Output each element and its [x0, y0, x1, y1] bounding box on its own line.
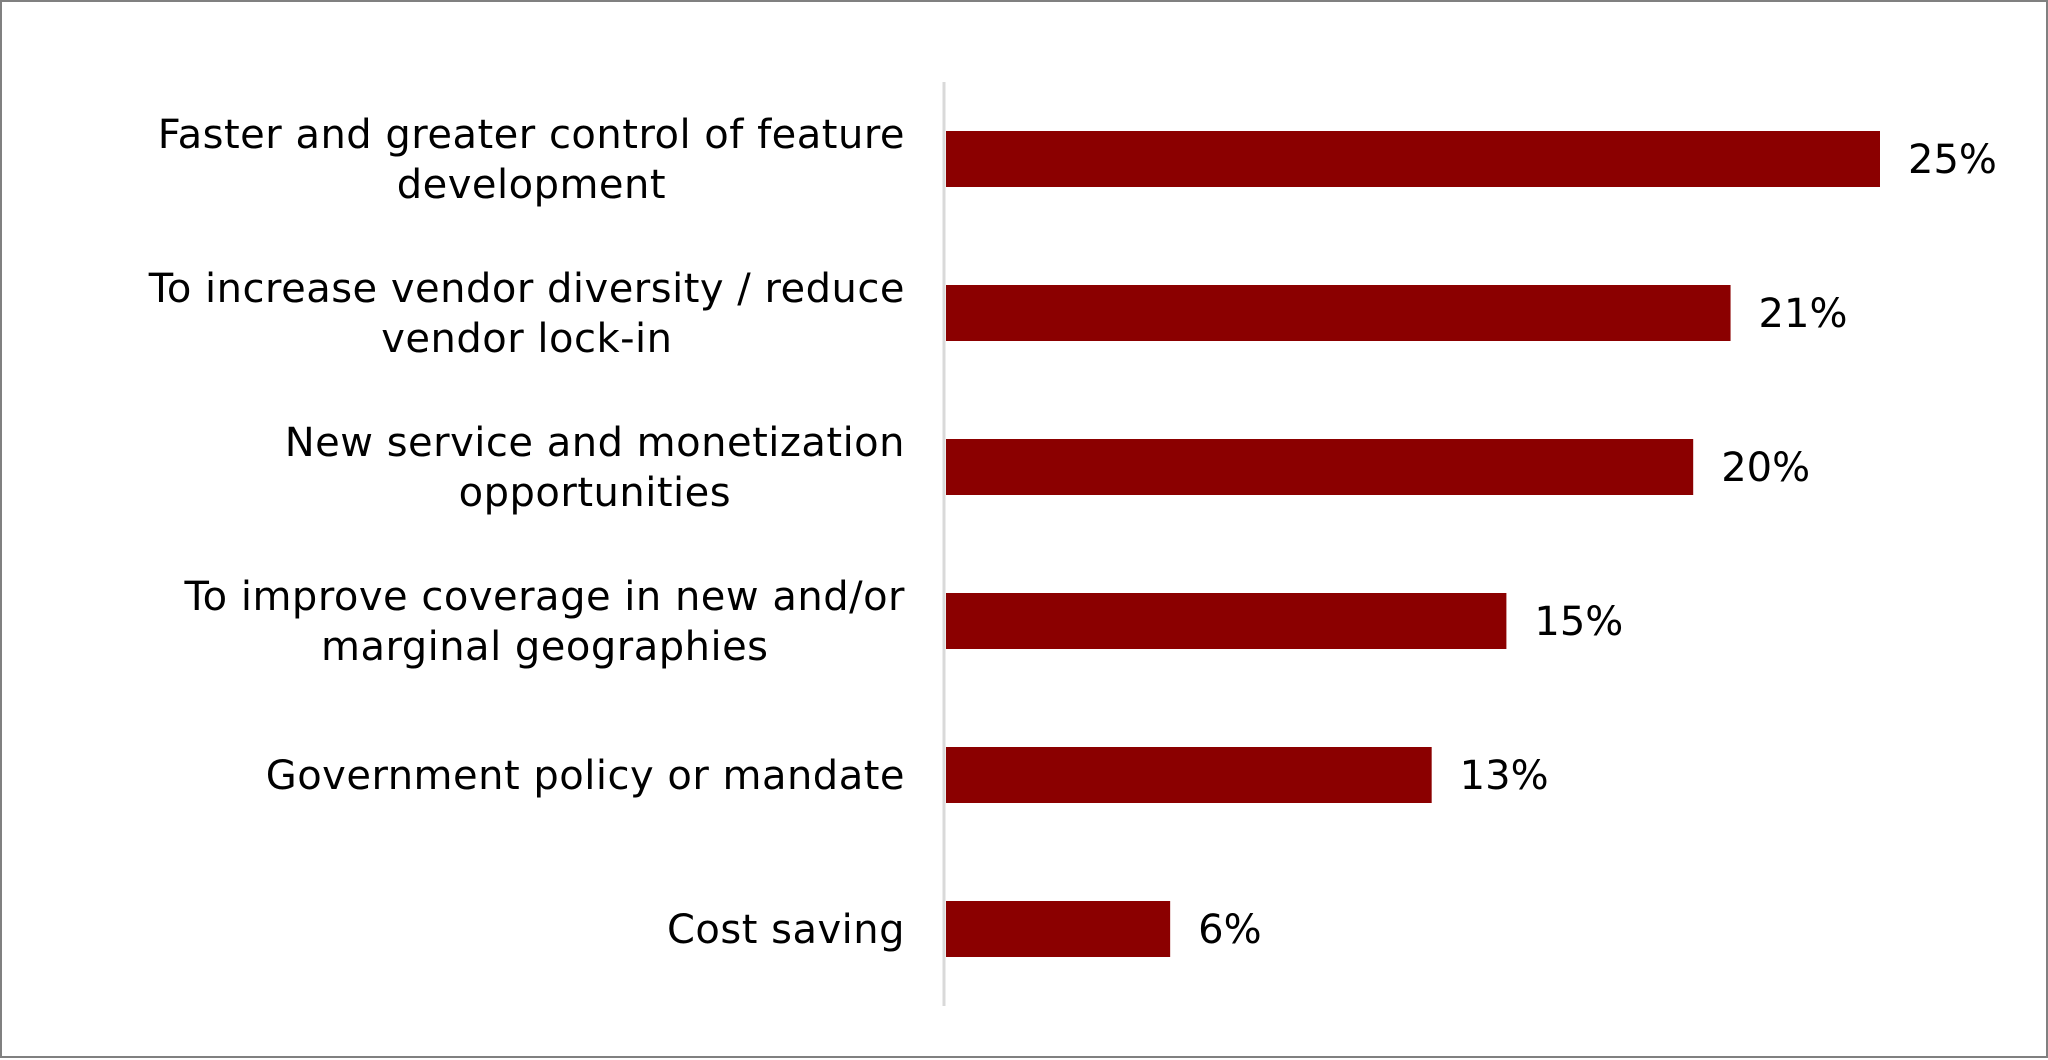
- value-label-0: 25%: [1908, 137, 1997, 183]
- bar-5: [946, 901, 1171, 957]
- category-label-0: Faster and greater control of featuredev…: [158, 112, 905, 208]
- category-label-5: Cost saving: [667, 907, 905, 953]
- value-label-3: 15%: [1534, 599, 1623, 645]
- bar-2: [946, 439, 1694, 495]
- category-label-5-line-0: Cost saving: [667, 907, 905, 953]
- category-label-3-line-0: To improve coverage in new and/or: [184, 574, 906, 620]
- category-label-1: To increase vendor diversity / reduceven…: [148, 266, 905, 362]
- value-label-4: 13%: [1460, 753, 1549, 799]
- category-label-3: To improve coverage in new and/ormargina…: [184, 574, 906, 670]
- bar-4: [946, 747, 1432, 803]
- category-label-0-line-1: development: [397, 162, 666, 208]
- bar-0: [946, 131, 1880, 187]
- category-label-4: Government policy or mandate: [266, 753, 905, 799]
- category-label-2-line-1: opportunities: [459, 470, 731, 516]
- category-label-1-line-1: vendor lock-in: [381, 316, 672, 362]
- bar-1: [946, 285, 1731, 341]
- category-label-1-line-0: To increase vendor diversity / reduce: [148, 266, 905, 312]
- category-label-0-line-0: Faster and greater control of feature: [158, 112, 905, 158]
- value-label-1: 21%: [1759, 291, 1848, 337]
- category-label-3-line-1: marginal geographies: [321, 624, 769, 670]
- category-label-2-line-0: New service and monetization: [285, 420, 905, 466]
- value-label-5: 6%: [1198, 907, 1261, 953]
- category-label-2: New service and monetizationopportunitie…: [285, 420, 905, 516]
- value-label-2: 20%: [1721, 445, 1810, 491]
- category-label-4-line-0: Government policy or mandate: [266, 753, 905, 799]
- bar-3: [946, 593, 1507, 649]
